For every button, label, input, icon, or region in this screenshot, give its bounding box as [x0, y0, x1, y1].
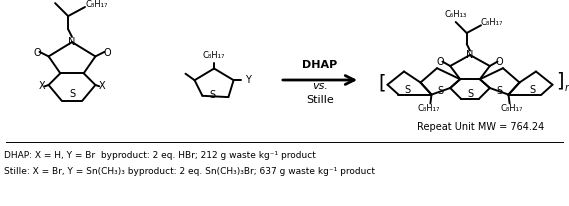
Text: X: X: [98, 81, 105, 91]
Text: C₈H₁₇: C₈H₁₇: [501, 104, 523, 113]
Text: S: S: [437, 86, 443, 96]
Text: O: O: [33, 48, 41, 57]
Text: C₆H₁₃: C₆H₁₃: [444, 10, 467, 19]
Text: X: X: [39, 81, 46, 91]
Text: O: O: [436, 57, 444, 67]
Text: [: [: [378, 73, 386, 92]
Text: Stille: Stille: [306, 95, 334, 105]
Text: S: S: [69, 89, 75, 99]
Text: Stille: X = Br, Y = Sn(CH₃)₃ byproduct: 2 eq. Sn(CH₃)₃Br; 637 g waste kg⁻¹ produ: Stille: X = Br, Y = Sn(CH₃)₃ byproduct: …: [4, 167, 375, 177]
Text: DHAP: X = H, Y = Br  byproduct: 2 eq. HBr; 212 g waste kg⁻¹ product: DHAP: X = H, Y = Br byproduct: 2 eq. HBr…: [4, 151, 316, 159]
Text: C₈H₁₇: C₈H₁₇: [203, 51, 225, 60]
Text: C₈H₁₇: C₈H₁₇: [85, 0, 108, 9]
Text: S: S: [497, 86, 503, 96]
Text: vs.: vs.: [312, 81, 328, 91]
Text: n: n: [565, 83, 569, 93]
Text: S: S: [210, 89, 216, 99]
Text: S: S: [530, 85, 536, 95]
Text: N: N: [467, 50, 473, 60]
Text: O: O: [104, 48, 111, 57]
Text: S: S: [404, 85, 410, 95]
Text: Y: Y: [245, 75, 251, 85]
Text: C₈H₁₇: C₈H₁₇: [481, 18, 503, 27]
Text: N: N: [68, 37, 76, 47]
Text: O: O: [496, 57, 504, 67]
Text: ]: ]: [556, 72, 564, 91]
Text: Repeat Unit MW = 764.24: Repeat Unit MW = 764.24: [418, 122, 545, 131]
Text: DHAP: DHAP: [302, 60, 337, 70]
Text: S: S: [467, 89, 473, 98]
Text: C₈H₁₇: C₈H₁₇: [417, 104, 439, 113]
